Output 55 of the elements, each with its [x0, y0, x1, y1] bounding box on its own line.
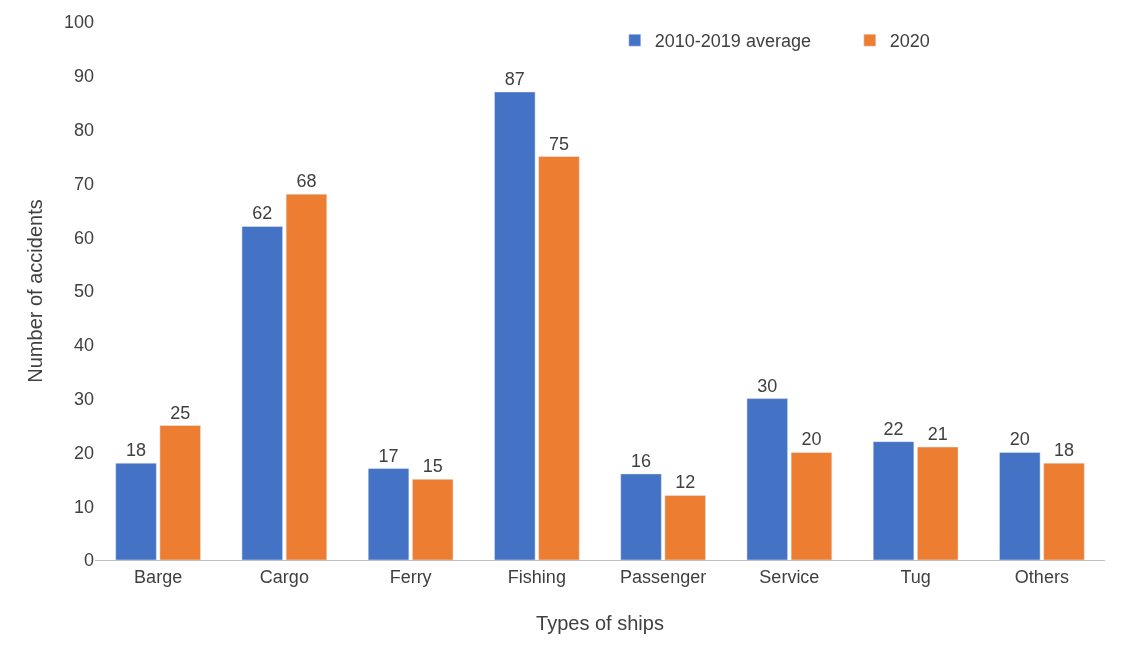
y-tick-label: 50	[73, 281, 94, 302]
y-tick-label: 30	[73, 388, 94, 409]
bar	[872, 441, 915, 560]
data-label: 20	[801, 429, 822, 450]
bar	[917, 446, 959, 560]
bar	[1043, 462, 1085, 560]
legend-label: 2010-2019 average	[654, 31, 811, 52]
data-label: 17	[378, 445, 399, 466]
x-tick-label: Ferry	[389, 566, 432, 587]
data-label: 12	[675, 472, 696, 493]
bar	[159, 425, 201, 560]
data-label: 62	[252, 203, 273, 224]
y-tick-label: 70	[73, 173, 94, 194]
y-tick-label: 60	[73, 227, 94, 248]
data-label: 20	[1009, 429, 1030, 450]
legend-label: 2020	[889, 31, 930, 52]
bar	[746, 398, 788, 560]
x-axis-title: Types of ships	[536, 612, 664, 635]
x-tick-label: Service	[759, 566, 820, 587]
data-label: 68	[296, 171, 317, 192]
x-tick-label: Passenger	[620, 566, 707, 587]
bar	[664, 495, 706, 560]
bar	[494, 91, 536, 560]
data-label: 15	[422, 456, 443, 477]
data-label: 18	[1053, 440, 1074, 461]
bar	[620, 473, 662, 560]
x-tick-label: Barge	[134, 566, 183, 587]
y-tick-label: 0	[83, 550, 94, 571]
y-tick-label: 90	[73, 66, 94, 87]
data-label: 21	[927, 424, 948, 445]
data-label: 25	[170, 402, 191, 423]
bar	[999, 452, 1041, 560]
data-label: 18	[126, 440, 147, 461]
x-tick-label: Others	[1014, 566, 1069, 587]
data-label: 87	[504, 68, 525, 89]
bar	[285, 193, 328, 560]
bar	[115, 462, 157, 560]
y-tick-label: 40	[73, 335, 94, 356]
x-tick-label: Cargo	[259, 566, 309, 587]
y-tick-label: 10	[73, 496, 94, 517]
y-tick-label: 80	[73, 119, 94, 140]
x-tick-label: Tug	[900, 566, 931, 587]
bar	[412, 479, 454, 560]
data-label: 22	[883, 418, 904, 439]
bar	[790, 452, 833, 560]
data-label: 16	[631, 450, 652, 471]
y-tick-label: 100	[63, 12, 94, 33]
y-axis-title: Number of accidents	[24, 199, 47, 383]
bar	[367, 468, 410, 560]
bar	[538, 156, 580, 560]
x-tick-label: Fishing	[507, 566, 566, 587]
y-tick-label: 20	[73, 442, 94, 463]
data-label: 30	[757, 375, 778, 396]
data-label: 75	[548, 133, 569, 154]
bar	[241, 226, 283, 560]
